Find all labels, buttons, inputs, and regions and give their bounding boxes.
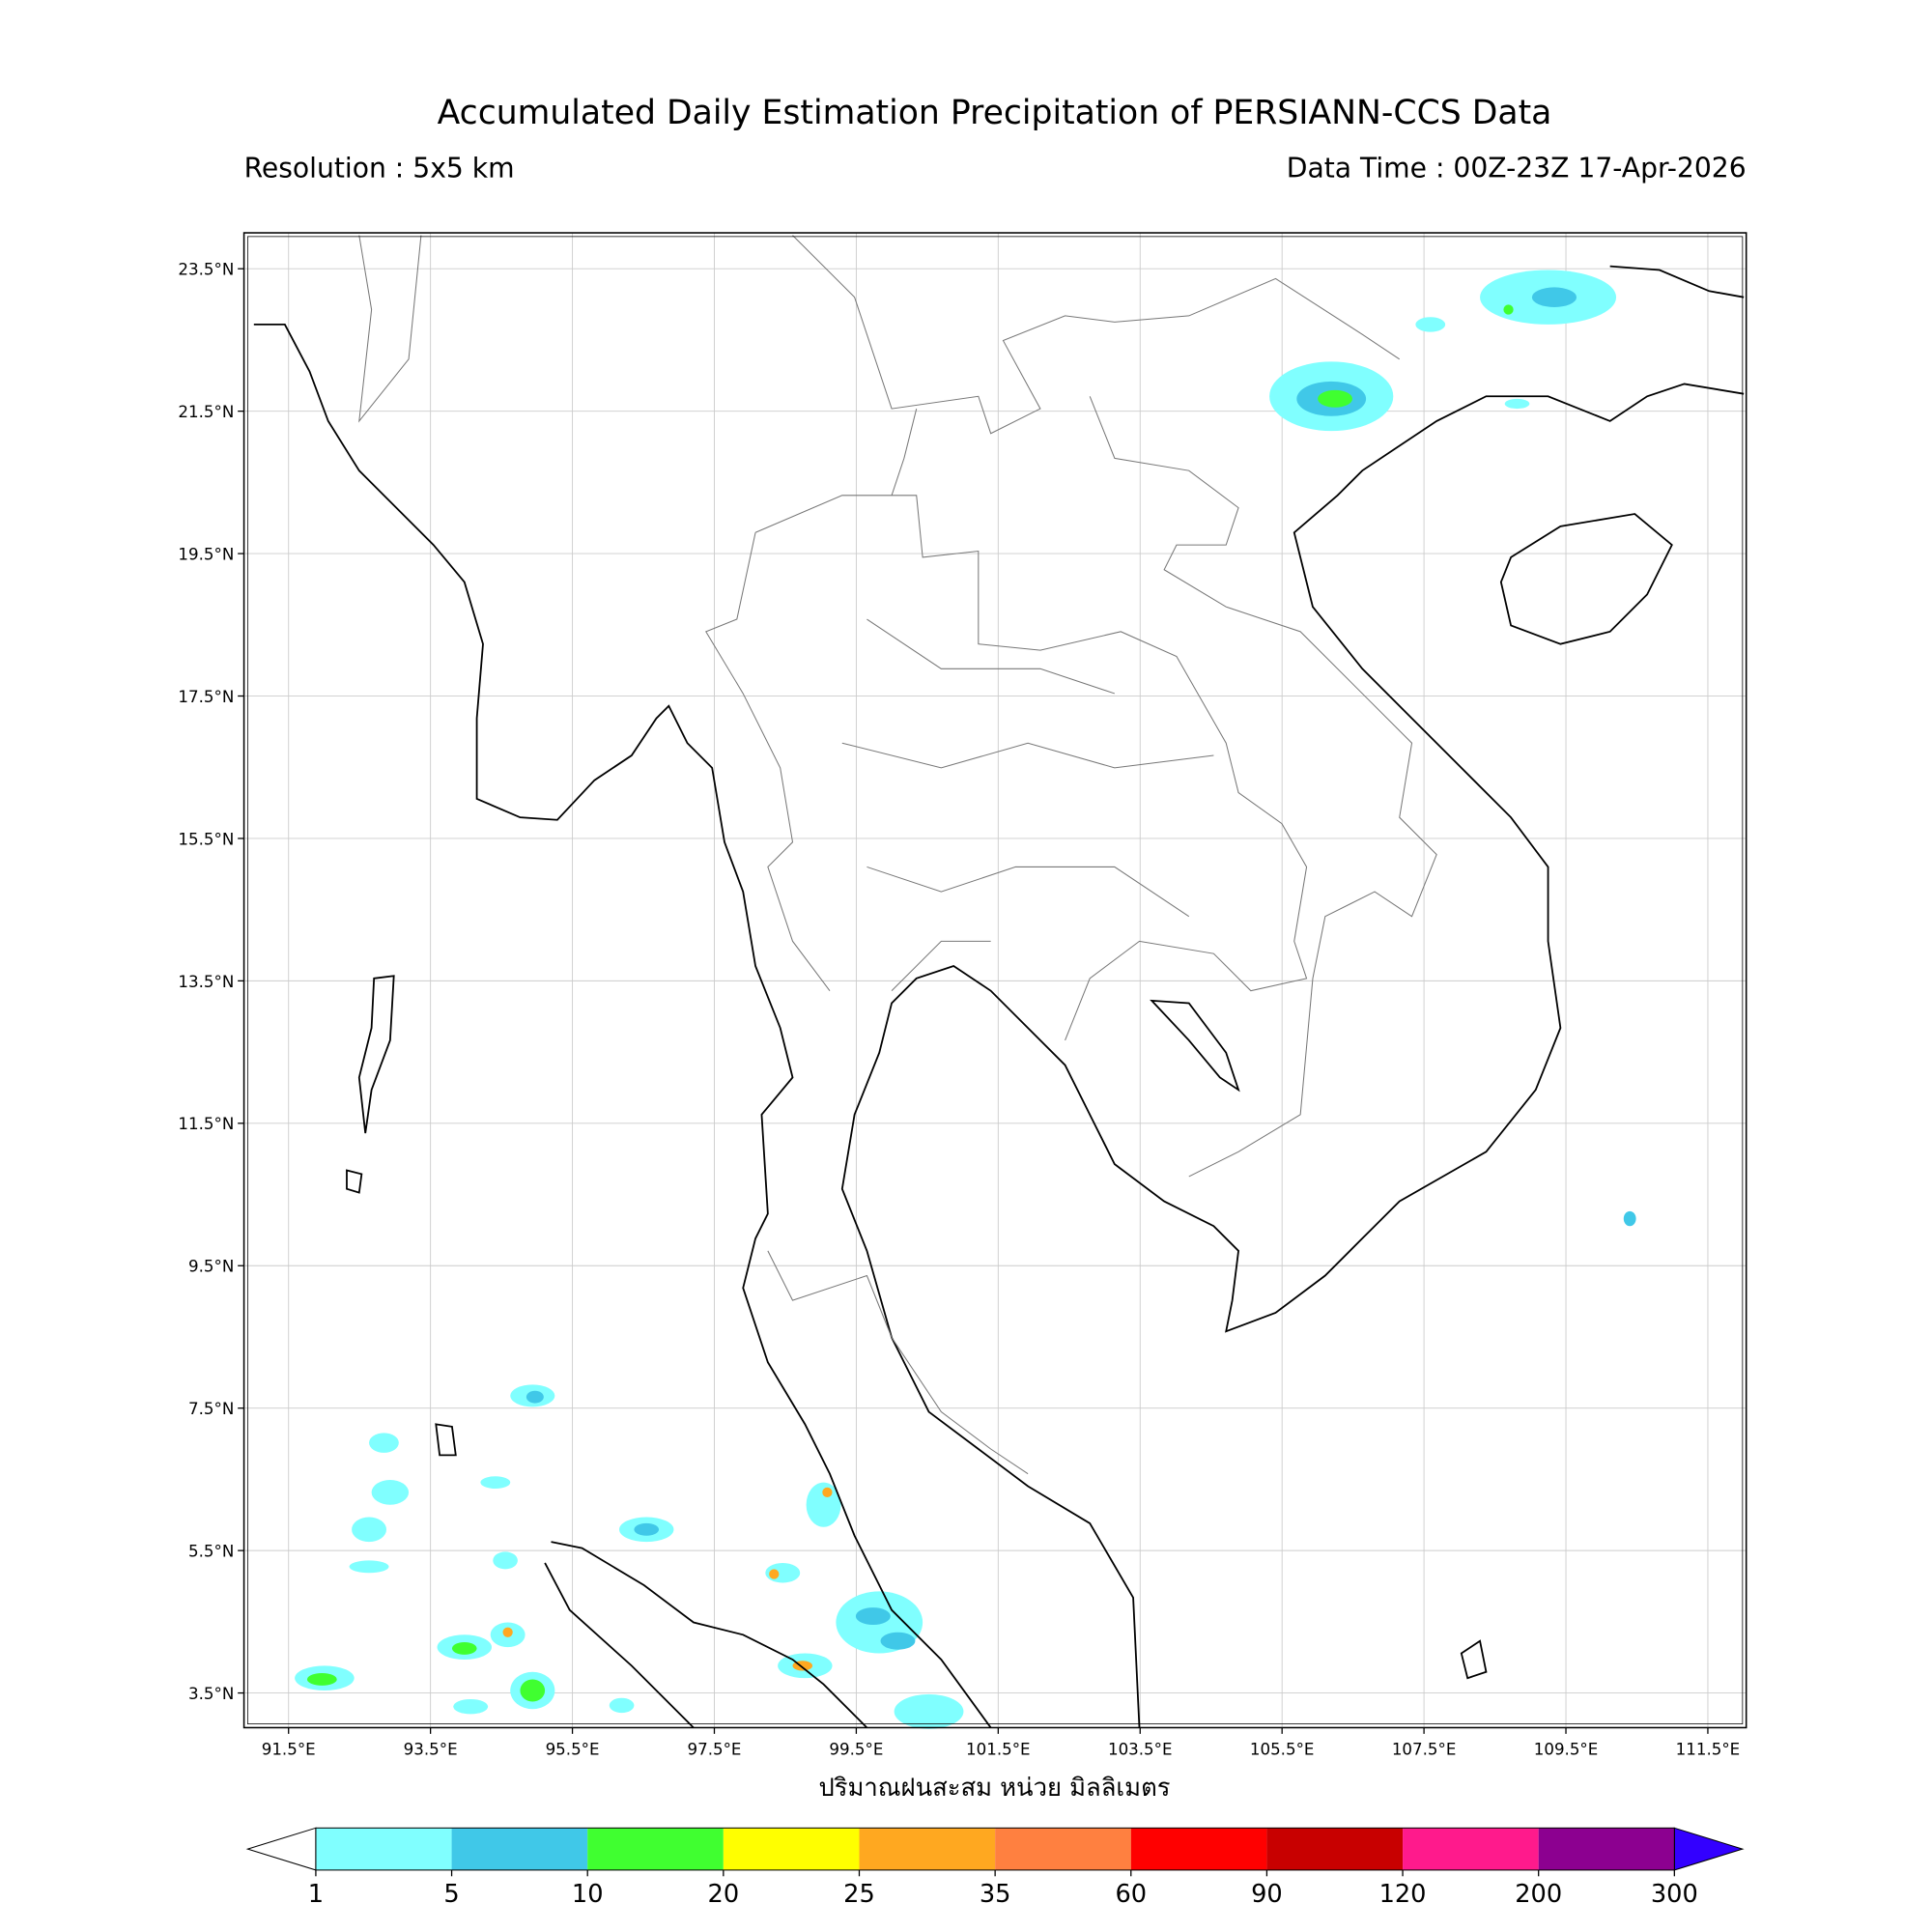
colorbar-label: 90 <box>1251 1880 1283 1909</box>
lat-tick-label: 5.5°N <box>188 1543 234 1561</box>
colorbar-swatch <box>315 1828 452 1870</box>
lon-tick-label: 93.5°E <box>404 1741 458 1759</box>
lat-tick-label: 3.5°N <box>188 1685 234 1703</box>
lat-tick-label: 17.5°N <box>178 688 234 706</box>
colorbar-label: 1 <box>308 1880 324 1909</box>
lon-tick-label: 101.5°E <box>966 1741 1031 1759</box>
gridlines <box>243 233 1747 1728</box>
colorbar-swatch <box>1538 1828 1675 1870</box>
map-frame-inner <box>247 236 1744 1724</box>
lat-tick-label: 21.5°N <box>178 403 234 421</box>
data-time: Data Time : 00Z-23Z 17-Apr-2026 <box>1287 152 1747 184</box>
colorbar-label: 300 <box>1651 1880 1698 1909</box>
colorbar-swatch <box>1130 1828 1267 1870</box>
axis-label: ปริมาณฝนสะสม หน่วย มิลลิเมตร <box>818 1774 1170 1803</box>
lon-tick-label: 91.5°E <box>262 1741 316 1759</box>
colorbar-swatch <box>723 1828 860 1870</box>
colorbar-swatch <box>1266 1828 1404 1870</box>
lon-tick-label: 105.5°E <box>1250 1741 1315 1759</box>
map-outlines <box>253 235 1745 1729</box>
lon-tick-label: 99.5°E <box>829 1741 883 1759</box>
resolution: Resolution : 5x5 km <box>244 152 515 184</box>
lat-tick-label: 11.5°N <box>178 1115 234 1133</box>
colorbar-swatch <box>451 1828 588 1870</box>
colorbar-label: 20 <box>708 1880 740 1909</box>
lat-tick-label: 9.5°N <box>188 1258 234 1276</box>
lon-tick-label: 109.5°E <box>1534 1741 1599 1759</box>
colorbar-label: 120 <box>1379 1880 1427 1909</box>
lon-tick-label: 97.5°E <box>688 1741 742 1759</box>
colorbar-swatch <box>859 1828 996 1870</box>
colorbar-label: 60 <box>1115 1880 1147 1909</box>
colorbar: 1 5 10 20 25 35 60 90 120 200 300 <box>245 1827 1745 1909</box>
colorbar-label: 25 <box>843 1880 875 1909</box>
lon-tick-label: 107.5°E <box>1392 1741 1457 1759</box>
colorbar-swatch <box>587 1828 724 1870</box>
lat-tick-label: 23.5°N <box>178 261 234 279</box>
precipitation <box>295 270 1636 1729</box>
colorbar-label: 5 <box>443 1880 459 1909</box>
colorbar-label: 35 <box>980 1880 1011 1909</box>
title: Accumulated Daily Estimation Precipitati… <box>438 94 1552 132</box>
lat-tick-label: 19.5°N <box>178 545 234 563</box>
colorbar-label: 200 <box>1515 1880 1562 1909</box>
colorbar-swatch <box>995 1828 1131 1870</box>
ticks: 23.5°N 21.5°N 19.5°N 17.5°N 15.5°N 13.5°N 11.5… <box>178 261 1740 1759</box>
lon-tick-label: 103.5°E <box>1108 1741 1173 1759</box>
lon-tick-label: 111.5°E <box>1676 1741 1741 1759</box>
lat-tick-label: 7.5°N <box>188 1400 234 1418</box>
lon-tick-label: 95.5°E <box>546 1741 600 1759</box>
lat-tick-label: 15.5°N <box>178 830 234 848</box>
lat-tick-label: 13.5°N <box>178 973 234 991</box>
colorbar-label: 10 <box>572 1880 604 1909</box>
colorbar-swatch <box>1403 1828 1539 1870</box>
